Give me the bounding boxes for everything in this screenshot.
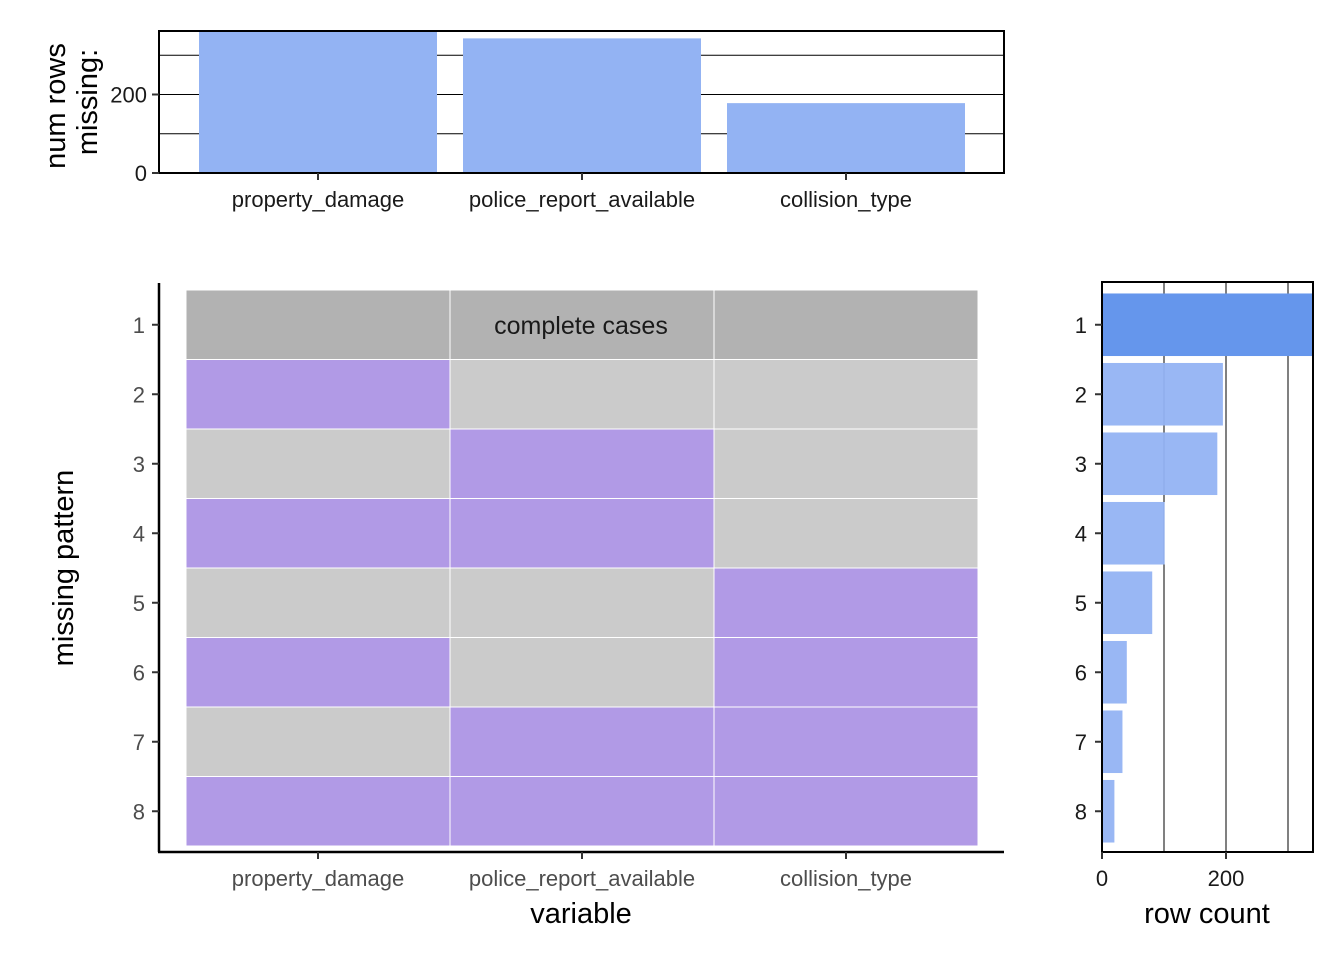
missing-pattern-heatmap-panel: complete cases 1 2 3 4 5 6 7 8 property_damage p…: [48, 283, 1004, 930]
right-y-tick-label: 7: [1075, 730, 1087, 755]
pattern-tile: [449, 359, 715, 430]
row-count-bar: [1102, 710, 1123, 774]
top-missing-bar-panel: 0 200 property_damage police_report_availa…: [40, 30, 1005, 212]
row-count-bar: [1102, 362, 1223, 426]
pattern-tile: [713, 498, 979, 569]
pattern-tile: [185, 359, 451, 430]
pattern-tile: [449, 706, 715, 777]
right-x-axis-title: row count: [1144, 898, 1270, 930]
pattern-tile: [185, 637, 451, 708]
top-bar: [463, 38, 701, 174]
right-x-tick-label: 200: [1208, 866, 1245, 891]
pattern-tile: [713, 706, 979, 777]
main-y-tick-label: 4: [133, 521, 145, 546]
pattern-tile: [449, 776, 715, 847]
complete-cases-label: complete cases: [494, 312, 668, 340]
right-y-tick-label: 5: [1075, 591, 1087, 616]
main-y-tick-label: 2: [133, 382, 145, 407]
pattern-tile: [713, 567, 979, 638]
main-y-axis-title: missing pattern: [48, 470, 80, 667]
pattern-tile: [713, 359, 979, 430]
pattern-tile: [713, 776, 979, 847]
main-y-tick-label: 8: [133, 799, 145, 824]
pattern-tile: [185, 498, 451, 569]
main-y-tick-label: 3: [133, 452, 145, 477]
pattern-tile: [713, 637, 979, 708]
right-y-tick-label: 8: [1075, 799, 1087, 824]
right-y-tick-label: 4: [1075, 521, 1087, 546]
right-y-tick-label: 2: [1075, 382, 1087, 407]
main-x-tick-label: property_damage: [232, 866, 404, 891]
top-y-axis-title: num rows missing:: [40, 35, 104, 169]
right-panel-frame: [1101, 281, 1314, 853]
pattern-tile: [449, 428, 715, 499]
top-x-tick-label: property_damage: [232, 187, 404, 212]
pattern-tile: [449, 637, 715, 708]
right-y-tick-label: 6: [1075, 660, 1087, 685]
pattern-tile: [449, 567, 715, 638]
pattern-tile: [185, 776, 451, 847]
row-count-bar: [1102, 293, 1313, 357]
right-y-tick-label: 1: [1075, 313, 1087, 338]
main-y-tick-label: 5: [133, 591, 145, 616]
row-count-bar: [1102, 779, 1115, 843]
right-x-tick-label: 0: [1096, 866, 1108, 891]
main-y-tick-label: 6: [133, 660, 145, 685]
top-y-tick-label: 0: [135, 161, 147, 186]
pattern-tile: [185, 567, 451, 638]
pattern-tile: [185, 289, 451, 360]
main-y-tick-label: 1: [133, 313, 145, 338]
pattern-tile: [713, 289, 979, 360]
pattern-tile: [185, 428, 451, 499]
main-x-tick-label: collision_type: [780, 866, 912, 891]
top-x-tick-label: collision_type: [780, 187, 912, 212]
row-count-bar: [1102, 571, 1153, 635]
pattern-tile: [449, 498, 715, 569]
main-x-axis-title: variable: [530, 898, 632, 930]
main-y-tick-label: 7: [133, 730, 145, 755]
row-count-bar-panel: 1 2 3 4 5 6 7 8 0 200 row count: [1075, 281, 1314, 930]
row-count-bar: [1102, 432, 1218, 496]
top-x-tick-label: police_report_available: [469, 187, 695, 212]
right-y-tick-label: 3: [1075, 452, 1087, 477]
pattern-tile: [713, 428, 979, 499]
main-x-tick-label: police_report_available: [469, 866, 695, 891]
top-y-tick-label: 200: [110, 83, 147, 108]
top-bar: [727, 103, 965, 173]
top-bar: [199, 31, 437, 174]
row-count-bar: [1102, 640, 1127, 704]
row-count-bar: [1102, 501, 1165, 565]
pattern-tile: [185, 706, 451, 777]
